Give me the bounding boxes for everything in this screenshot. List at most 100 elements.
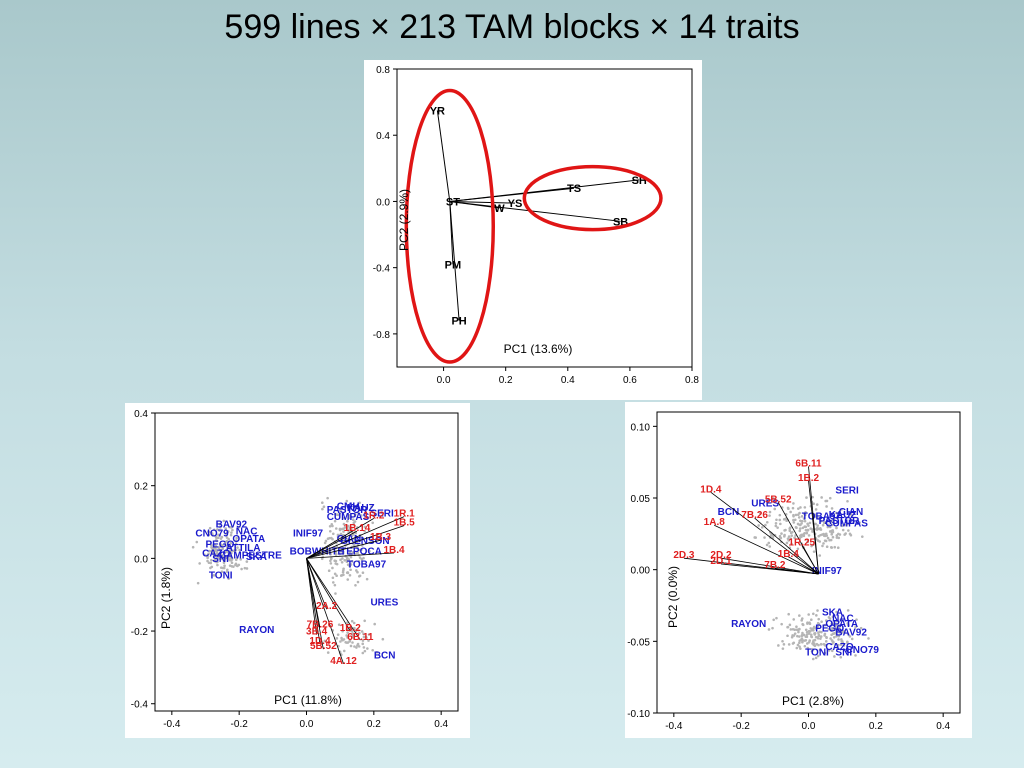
marker-label: 6B.11 (795, 458, 822, 469)
scatter-point (365, 577, 369, 581)
marker-label: 1D.4 (309, 636, 331, 647)
scatter-point (846, 641, 849, 645)
scatter-point (351, 551, 355, 554)
marker-label: 3B.4 (306, 627, 328, 638)
scatter-point (328, 524, 332, 528)
scatter-point (327, 569, 331, 573)
scatter-point (346, 519, 349, 523)
scatter-point (363, 619, 366, 623)
scatter-point (792, 618, 796, 621)
scatter-point (213, 548, 217, 552)
scatter-point (803, 506, 807, 509)
marker-label: 1R.1 (394, 509, 416, 520)
scatter-point (227, 577, 230, 580)
scatter-point (760, 526, 764, 529)
scatter-point (346, 571, 350, 575)
scatter-point (838, 631, 841, 634)
scatter-point (838, 626, 841, 630)
scatter-point (787, 643, 791, 646)
line-label: GLENSON (340, 536, 389, 547)
line-label: SKA (822, 608, 843, 619)
scatter-point (216, 555, 219, 559)
scatter-point (341, 629, 344, 633)
scatter-point (349, 555, 353, 559)
scatter-point (833, 517, 836, 520)
scatter-point (339, 558, 342, 562)
marker-label: 1R.2 (363, 510, 385, 521)
scatter-point (807, 613, 810, 616)
scatter-point (357, 645, 361, 648)
scatter-point (809, 627, 813, 630)
scatter-point (336, 633, 340, 637)
scatter-point (843, 533, 846, 536)
scatter-point (816, 524, 819, 527)
x-axis-label: PC1 (2.8%) (782, 694, 844, 708)
scatter-point (232, 565, 235, 568)
scatter-point (823, 644, 827, 647)
scatter-point (824, 619, 828, 622)
scatter-point (802, 512, 806, 515)
trait-vector (449, 179, 640, 202)
scatter-point (830, 533, 833, 536)
marker-label: 1B.5 (394, 518, 416, 529)
scatter-point (768, 510, 772, 514)
scatter-point (814, 522, 818, 526)
scatter-point (800, 515, 804, 518)
scatter-point (835, 619, 838, 623)
scatter-point (342, 638, 346, 641)
scatter-point (339, 574, 343, 577)
scatter-point (820, 533, 824, 536)
scatter-point (801, 526, 805, 530)
scatter-point (345, 634, 348, 637)
scatter-point (792, 634, 796, 637)
x-tick-label: -0.4 (665, 721, 683, 732)
scatter-point (371, 648, 374, 652)
marker-label: 4A.12 (330, 656, 357, 667)
loading-vector (306, 558, 351, 632)
scatter-point (772, 497, 775, 500)
scatter-point (818, 648, 822, 652)
scatter-point (806, 622, 809, 625)
scatter-point (333, 572, 337, 576)
scatter-point (822, 521, 826, 525)
x-tick-label: 0.0 (802, 721, 816, 732)
scatter-point (367, 639, 370, 642)
scatter-point (768, 545, 772, 548)
scatter-point (240, 567, 243, 571)
x-tick-label: 0.4 (561, 375, 575, 386)
scatter-point (357, 506, 361, 510)
scatter-point (206, 555, 209, 559)
scatter-point (222, 519, 226, 523)
scatter-point (797, 630, 800, 634)
y-tick-label: 0.4 (134, 409, 148, 420)
line-label: PEGO (815, 623, 844, 634)
y-tick-label: 0.0 (134, 554, 148, 565)
scatter-point (355, 646, 358, 649)
loading-vector (306, 539, 381, 559)
scatter-point (810, 635, 814, 639)
scatter-point (799, 647, 802, 650)
scatter-point (819, 519, 823, 523)
scatter-point (354, 583, 357, 587)
scatter-point (217, 536, 220, 540)
scatter-point (236, 564, 239, 568)
scatter-point (830, 523, 834, 527)
scatter-point (804, 628, 808, 632)
scatter-point (831, 530, 835, 534)
scatter-point (352, 523, 355, 526)
scatter-point (836, 643, 840, 647)
scatter-point (351, 518, 355, 521)
scatter-point (336, 533, 340, 537)
scatter-point (196, 581, 200, 585)
scatter-point (340, 546, 344, 550)
scatter-point (830, 519, 833, 523)
scatter-point (357, 574, 361, 578)
biplot-top: 0.0 0.2 0.4 0.6 0.8 -0.8 -0.4 0.0 0.4 0.8 YR ST PM PH… (364, 60, 702, 400)
scatter-point (219, 557, 223, 561)
scatter-point (826, 525, 830, 529)
y-tick-label: 0.8 (376, 65, 390, 76)
scatter-point (367, 633, 371, 636)
line-label: KAUZ (347, 503, 375, 514)
line-label: NAC (832, 613, 854, 624)
scatter-point (334, 559, 338, 563)
